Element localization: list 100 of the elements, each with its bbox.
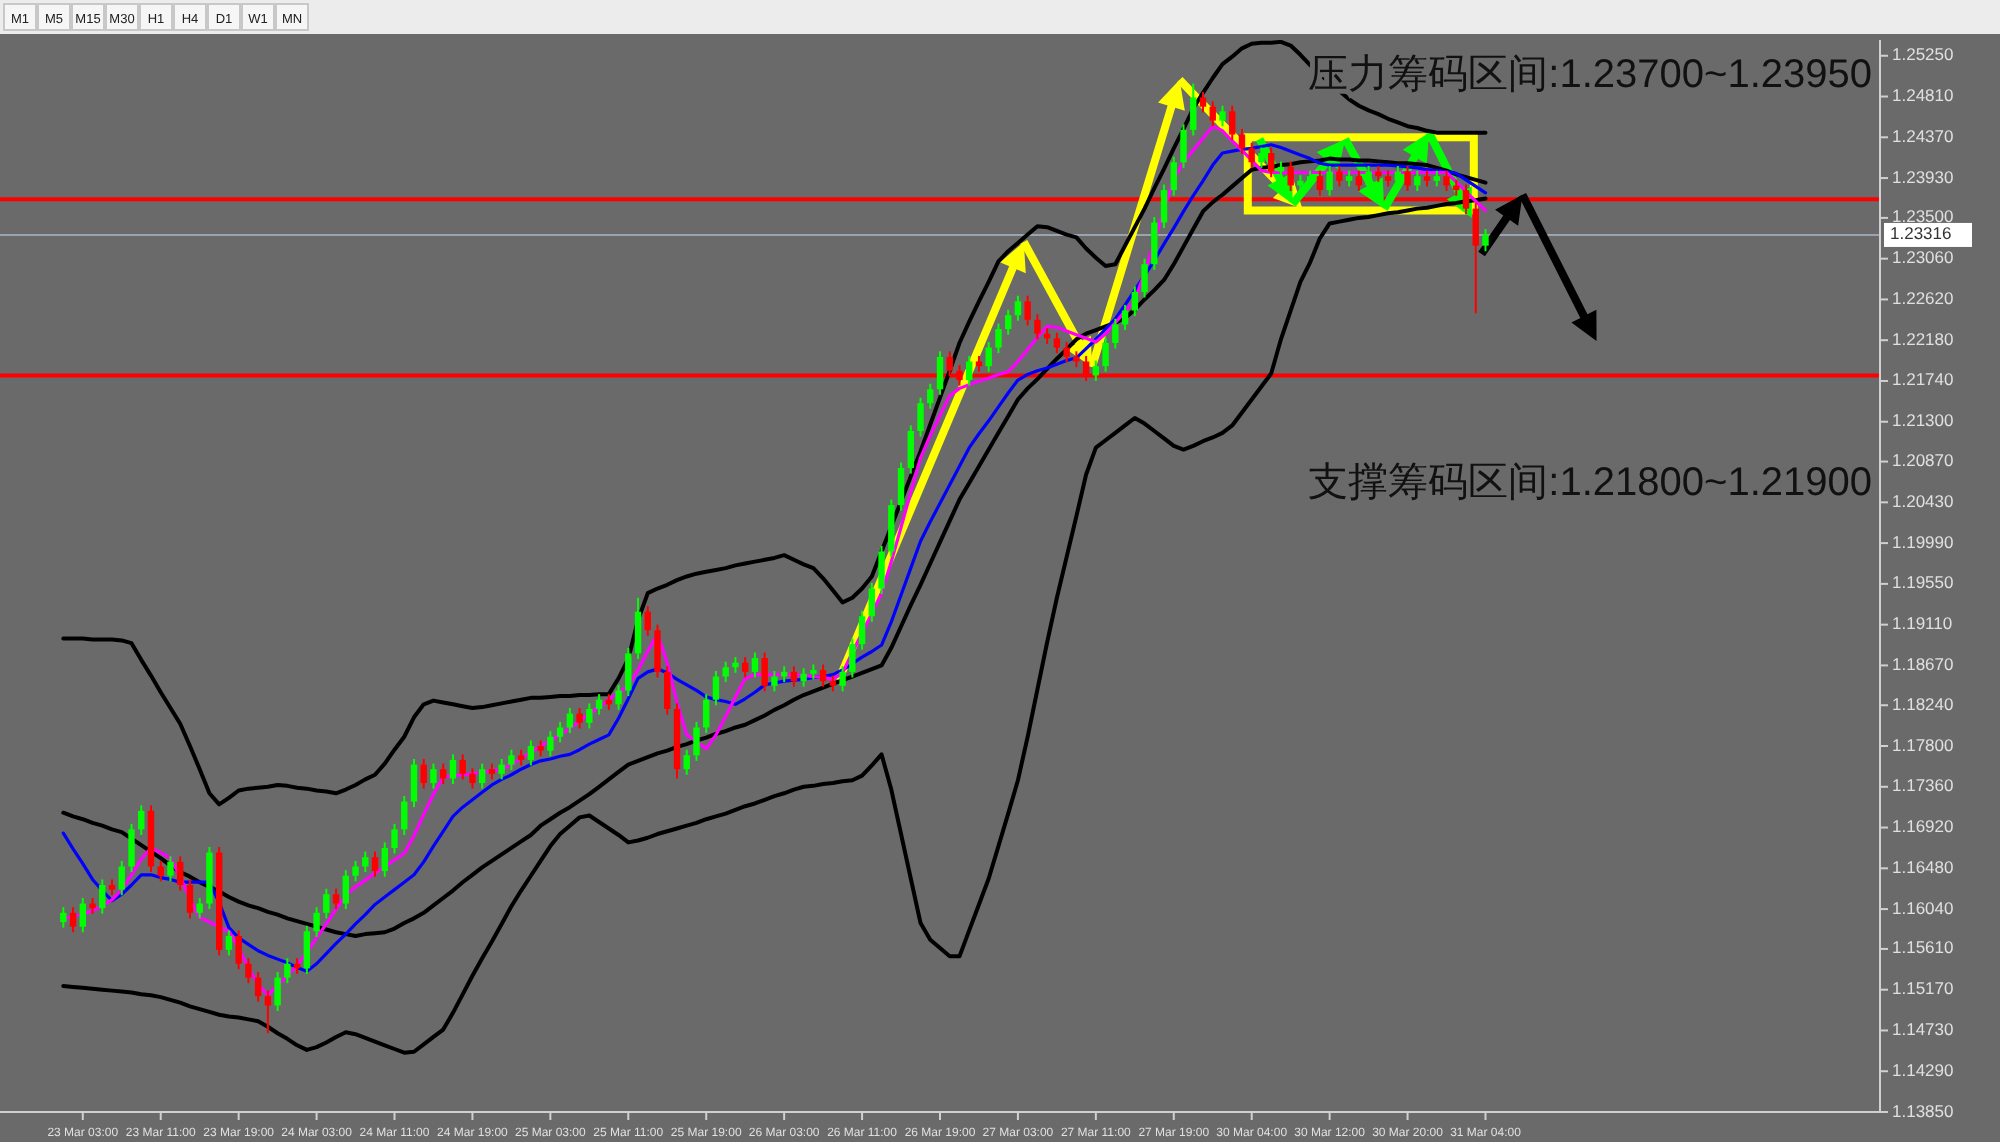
- candlestick: [819, 663, 827, 688]
- candlestick: [1336, 165, 1343, 188]
- y-tick-label: 1.19110: [1892, 613, 1953, 634]
- candlestick: [401, 795, 408, 836]
- candlestick: [664, 665, 671, 716]
- y-tick-label: 1.14730: [1892, 1018, 1954, 1039]
- candlestick: [313, 906, 320, 938]
- candlestick: [1462, 183, 1470, 216]
- candlestick: [1170, 155, 1177, 197]
- candlestick: [703, 693, 710, 735]
- y-tick-label: 1.21300: [1892, 410, 1954, 431]
- candlestick: [69, 906, 77, 934]
- candlestick: [99, 878, 106, 915]
- y-tick-label: 1.15170: [1892, 978, 1954, 999]
- candlestick: [1267, 146, 1275, 179]
- candlestick: [966, 354, 973, 387]
- candlestick: [985, 341, 992, 373]
- y-tick-label: 1.18240: [1892, 693, 1954, 714]
- candlestick: [1053, 331, 1061, 355]
- candlestick: [1102, 336, 1109, 373]
- candlestick: [1472, 202, 1479, 315]
- y-tick-label: 1.16040: [1892, 897, 1954, 918]
- candlestick: [303, 924, 311, 975]
- candlestick: [527, 739, 535, 767]
- y-tick-label: 1.16920: [1892, 816, 1954, 837]
- y-tick-label: 1.24810: [1892, 85, 1954, 106]
- candlestick: [1482, 228, 1489, 253]
- candlestick: [254, 971, 262, 1003]
- candlestick: [410, 757, 418, 809]
- candlestick: [79, 896, 86, 934]
- candlestick: [868, 581, 876, 623]
- candlestick: [1190, 82, 1197, 137]
- candlestick: [498, 757, 505, 781]
- y-tick-label: 1.19550: [1892, 572, 1954, 593]
- candlestick: [625, 646, 632, 697]
- candlestick: [118, 859, 125, 897]
- candlestick: [1014, 294, 1022, 322]
- y-tick-label: 1.14290: [1892, 1059, 1954, 1080]
- candlestick: [1219, 104, 1226, 128]
- y-tick-label: 1.22180: [1892, 328, 1954, 349]
- candlestick: [1209, 100, 1216, 128]
- candlestick: [907, 424, 914, 475]
- candlestick: [1287, 160, 1294, 193]
- candlestick: [440, 762, 447, 786]
- candlestick: [771, 669, 778, 693]
- candlestick: [332, 887, 340, 911]
- candlestick: [225, 929, 233, 957]
- candlestick: [469, 767, 476, 790]
- candlestick: [615, 683, 622, 711]
- candlestick: [60, 906, 67, 929]
- candlestick: [245, 957, 252, 985]
- candlestick: [790, 665, 798, 688]
- ref-line-label: 支撑筹码区间:1.21800~1.21900: [1308, 461, 1872, 506]
- y-tick-label: 1.23930: [1892, 166, 1954, 187]
- candlestick: [1160, 183, 1168, 230]
- candlestick: [741, 656, 749, 679]
- candlestick: [167, 855, 174, 883]
- y-tick-label: 1.20870: [1892, 450, 1954, 471]
- ref-line-label: 1.23316: [1890, 223, 1952, 244]
- y-tick-label: 1.22620: [1892, 287, 1954, 308]
- y-tick-label: 1.20430: [1892, 490, 1954, 511]
- candlestick: [478, 762, 486, 790]
- candlestick: [459, 753, 466, 781]
- candlestick: [420, 757, 427, 790]
- candlestick: [508, 748, 515, 772]
- y-tick-label: 1.16480: [1892, 856, 1954, 877]
- candlestick: [849, 637, 856, 679]
- candlestick: [878, 544, 885, 596]
- candlestick: [800, 667, 807, 688]
- candlestick: [196, 896, 203, 920]
- y-tick-label: 1.24370: [1892, 125, 1954, 146]
- candlestick: [1131, 285, 1139, 318]
- candlestick: [1004, 308, 1012, 336]
- candlestick: [352, 859, 359, 883]
- candlestick: [362, 850, 369, 874]
- candlestick: [897, 461, 905, 512]
- y-tick-label: 1.17360: [1892, 775, 1954, 796]
- candlestick: [547, 730, 554, 758]
- candlestick: [391, 822, 398, 855]
- candlestick: [712, 669, 720, 707]
- candlestick: [751, 651, 759, 679]
- candlestick: [634, 596, 642, 660]
- candlestick: [186, 878, 194, 920]
- y-tick-label: 1.13850: [1892, 1100, 1954, 1121]
- y-tick-label: 1.19990: [1892, 531, 1954, 552]
- candlestick: [1199, 90, 1207, 114]
- candlestick: [761, 651, 768, 693]
- y-tick-label: 1.23060: [1892, 247, 1954, 268]
- candlestick: [1151, 215, 1158, 271]
- candlestick: [576, 707, 583, 730]
- candlestick: [927, 382, 934, 410]
- candlestick: [177, 855, 184, 892]
- y-tick-label: 1.25250: [1892, 44, 1954, 65]
- candlestick: [1443, 169, 1450, 193]
- candlestick: [1063, 341, 1070, 364]
- candlestick: [722, 660, 729, 684]
- candlestick: [683, 748, 690, 776]
- candlestick: [1034, 313, 1041, 341]
- candlestick: [1180, 123, 1187, 169]
- candlestick: [1112, 317, 1119, 350]
